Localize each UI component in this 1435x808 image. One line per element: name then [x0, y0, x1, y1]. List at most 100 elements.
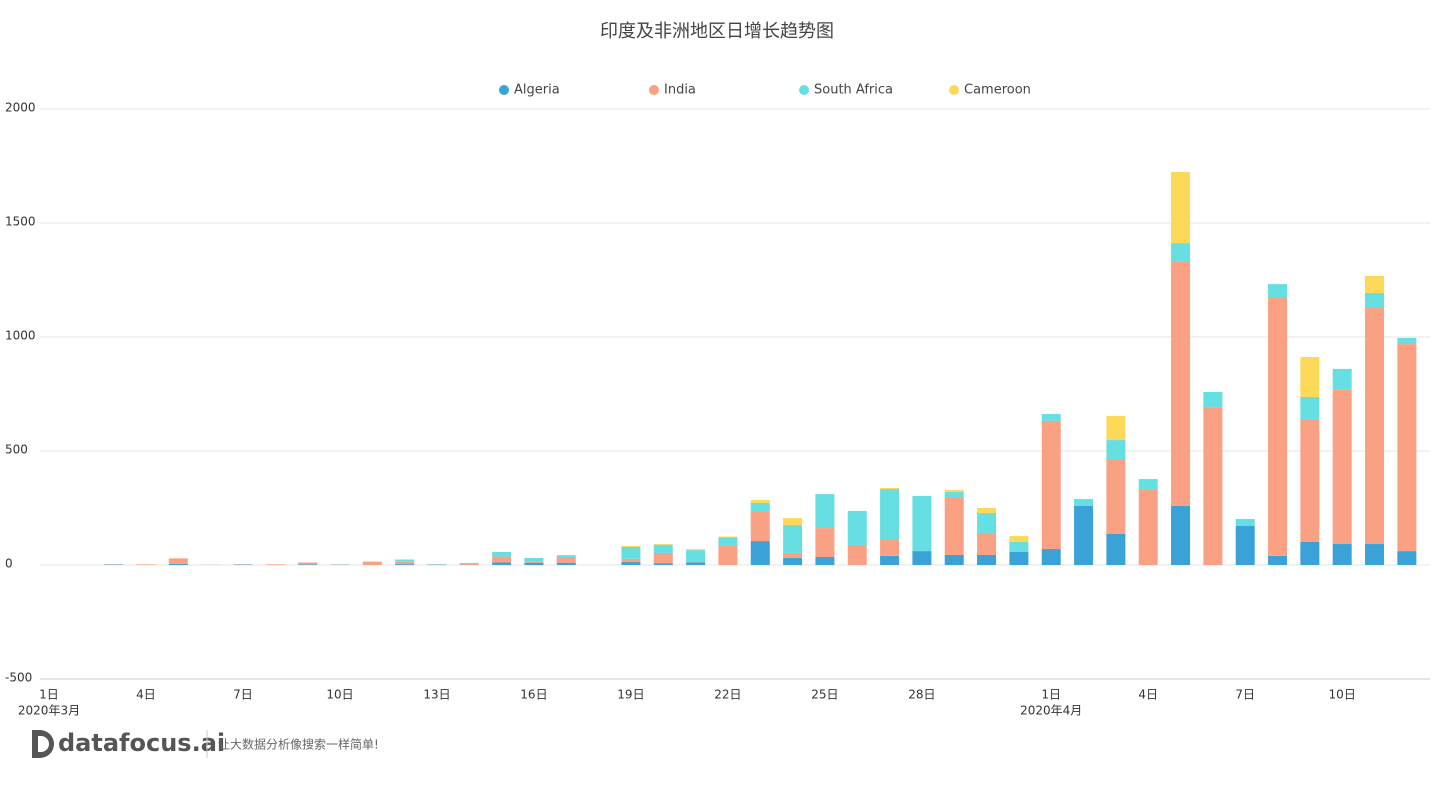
bar-segment — [977, 508, 997, 514]
x-month-label: 2020年4月 — [1020, 704, 1082, 718]
x-month-label: 2020年3月 — [18, 704, 80, 718]
bar-segment — [783, 552, 803, 558]
x-tick-label: 13日 — [423, 688, 450, 702]
bar-segment — [653, 563, 673, 565]
bar-segment — [621, 545, 641, 547]
bar-segment — [524, 561, 544, 563]
bar-segment — [944, 489, 964, 493]
brand-logo: datafocus.ai — [58, 729, 225, 757]
bar-segment — [912, 551, 932, 565]
bar-segment — [621, 562, 641, 565]
bar-segment — [1268, 284, 1288, 299]
bar-segment — [168, 563, 188, 565]
legend-label: Cameroon — [964, 83, 1031, 98]
legend-marker — [649, 85, 659, 95]
bar-segment — [1106, 440, 1126, 459]
brand-slogan: 让大数据分析像搜索一样简单! — [218, 737, 379, 752]
bar-segment — [1138, 479, 1158, 490]
bar-segment — [1235, 526, 1255, 565]
bar-segment — [1171, 171, 1191, 244]
bar-segment — [1041, 420, 1061, 550]
bar-segment — [977, 554, 997, 565]
y-tick-label: 2000 — [5, 101, 36, 115]
bar-segment — [492, 562, 512, 565]
bar-segment — [1268, 555, 1288, 565]
bar-segment — [621, 558, 641, 563]
bar-segment — [686, 562, 706, 565]
bar-segment — [815, 494, 835, 529]
bar-segment — [1365, 308, 1385, 545]
bar-segment — [556, 562, 576, 565]
bar-segment — [1300, 357, 1320, 397]
bar-segment — [1009, 541, 1029, 553]
bar-segment — [298, 562, 318, 565]
bar-segment — [718, 545, 738, 565]
bar-segment — [750, 500, 770, 503]
bar-segment — [1171, 261, 1191, 506]
bar-segment — [1203, 391, 1223, 408]
bar-segment — [395, 559, 415, 562]
bar-segment — [750, 510, 770, 542]
bar-segment — [1171, 243, 1191, 262]
x-tick-label: 4日 — [1138, 688, 1158, 702]
bar-segment — [395, 564, 415, 565]
bar-segment — [847, 510, 867, 545]
bar-segment — [977, 513, 997, 534]
x-tick-label: 7日 — [1235, 688, 1255, 702]
bar-segment — [1041, 414, 1061, 421]
bar-segment — [556, 555, 576, 558]
bar-segment — [621, 546, 641, 559]
x-tick-label: 1日 — [1041, 688, 1061, 702]
bar-segment — [1074, 499, 1094, 506]
legend-marker — [949, 85, 959, 95]
y-tick-label: 1000 — [5, 329, 36, 343]
x-tick-label: 1日 — [39, 688, 59, 702]
bar-segment — [1300, 419, 1320, 542]
bar-segment — [1397, 551, 1417, 565]
legend-marker — [499, 85, 509, 95]
x-tick-label: 16日 — [520, 688, 547, 702]
x-tick-label: 19日 — [617, 688, 644, 702]
bar-segment — [1300, 396, 1320, 420]
bar-segment — [1106, 415, 1126, 441]
bar-segment — [783, 557, 803, 565]
bar-segment — [362, 561, 382, 565]
bar-segment — [783, 525, 803, 553]
bar-segment — [1365, 275, 1385, 293]
bar-segment — [1009, 536, 1029, 542]
bar-segment — [492, 556, 512, 563]
bar-segment — [1332, 368, 1352, 390]
bar-segment — [912, 495, 932, 552]
bar-segment — [847, 544, 867, 565]
bar-segment — [686, 561, 706, 563]
bar-segment — [524, 562, 544, 565]
bar-segment — [718, 536, 738, 538]
bar-segment — [880, 539, 900, 556]
bar-segment — [1041, 549, 1061, 565]
bar-segment — [718, 537, 738, 546]
bar-segment — [298, 564, 318, 565]
x-tick-label: 10日 — [326, 688, 353, 702]
x-tick-label: 4日 — [136, 688, 156, 702]
bar-segment — [977, 533, 997, 555]
bar-segment — [395, 561, 415, 565]
bar-segment — [1235, 518, 1255, 527]
bar-segment — [136, 564, 156, 565]
legend-label: Algeria — [514, 83, 560, 98]
bar-segment — [1171, 505, 1191, 565]
legend-marker — [799, 85, 809, 95]
bar-segment — [1268, 298, 1288, 556]
bar-segment — [265, 564, 285, 565]
bar-segment — [880, 555, 900, 565]
x-tick-label: 10日 — [1329, 688, 1356, 702]
bar-segment — [880, 489, 900, 540]
bar-segment — [653, 544, 673, 545]
bar-segment — [944, 492, 964, 498]
bar-segment — [750, 541, 770, 565]
bar-segment — [750, 502, 770, 511]
bar-segment — [880, 487, 900, 490]
bar-segment — [1106, 533, 1126, 565]
bar-segment — [815, 557, 835, 565]
bar-segment — [1365, 292, 1385, 309]
